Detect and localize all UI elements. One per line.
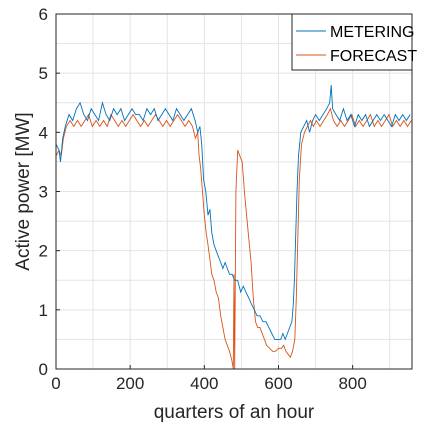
y-axis-label: Active power [MW] xyxy=(13,112,34,270)
x-axis: 0 200 400 600 800 xyxy=(51,365,367,393)
y-tick-label: 3 xyxy=(39,183,48,202)
legend-label-forecast: FORECAST xyxy=(330,48,417,65)
y-tick-label: 1 xyxy=(39,301,48,320)
legend-box xyxy=(291,13,413,71)
x-tick-label: 400 xyxy=(190,374,218,393)
x-tick-label: 0 xyxy=(51,374,60,393)
y-tick-label: 0 xyxy=(39,360,48,379)
y-axis: 0 1 2 3 4 5 6 xyxy=(39,5,60,379)
series-line-metering xyxy=(56,84,411,341)
series-layer xyxy=(56,84,412,369)
grid xyxy=(56,14,412,369)
legend: METERING FORECAST xyxy=(291,13,417,71)
y-tick-label: 2 xyxy=(39,242,48,261)
x-tick-label: 200 xyxy=(116,374,144,393)
y-tick-label: 5 xyxy=(39,64,48,83)
x-tick-label: 600 xyxy=(264,374,292,393)
series-line-forecast xyxy=(56,107,412,369)
x-axis-label: quarters of an hour xyxy=(154,402,315,423)
x-tick-label: 800 xyxy=(338,374,366,393)
y-tick-label: 4 xyxy=(39,123,48,142)
legend-label-metering: METERING xyxy=(330,24,414,41)
y-tick-label: 6 xyxy=(39,5,48,24)
